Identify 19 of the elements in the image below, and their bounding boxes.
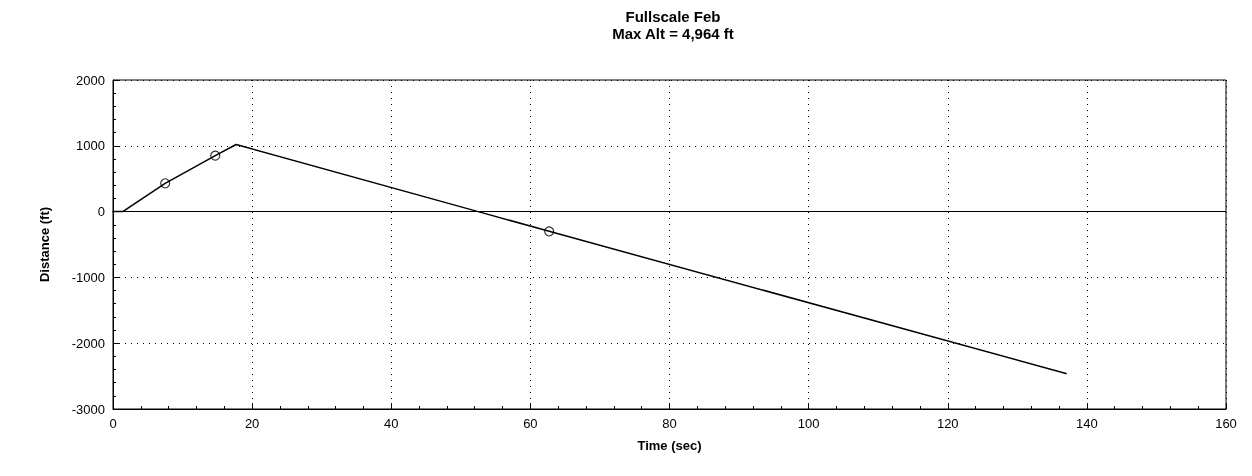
- y-axis-title: Distance (ft): [37, 206, 52, 283]
- x-tick-label: 100: [797, 416, 820, 431]
- x-tick-label: 120: [936, 416, 959, 431]
- y-tick-label: -2000: [71, 335, 105, 351]
- x-tick-label: 160: [1215, 416, 1237, 431]
- y-tick-label: 2000: [76, 72, 105, 88]
- chart-title: Fullscale Feb: [625, 8, 721, 25]
- x-tick-label: 60: [523, 416, 538, 431]
- x-tick-label: 40: [384, 416, 399, 431]
- chart-subtitle: Max Alt = 4,964 ft: [612, 25, 734, 42]
- y-tick-label: 0: [97, 204, 105, 220]
- x-tick-label: 20: [244, 416, 260, 431]
- y-tick-label: -1000: [71, 269, 105, 285]
- y-tick-label: 1000: [76, 138, 105, 154]
- x-tick-label: 80: [662, 416, 677, 431]
- x-tick-label: 140: [1076, 416, 1098, 431]
- y-tick-label: -3000: [71, 401, 105, 417]
- x-axis-title: Time (sec): [637, 438, 702, 453]
- x-tick-label: 0: [109, 416, 117, 431]
